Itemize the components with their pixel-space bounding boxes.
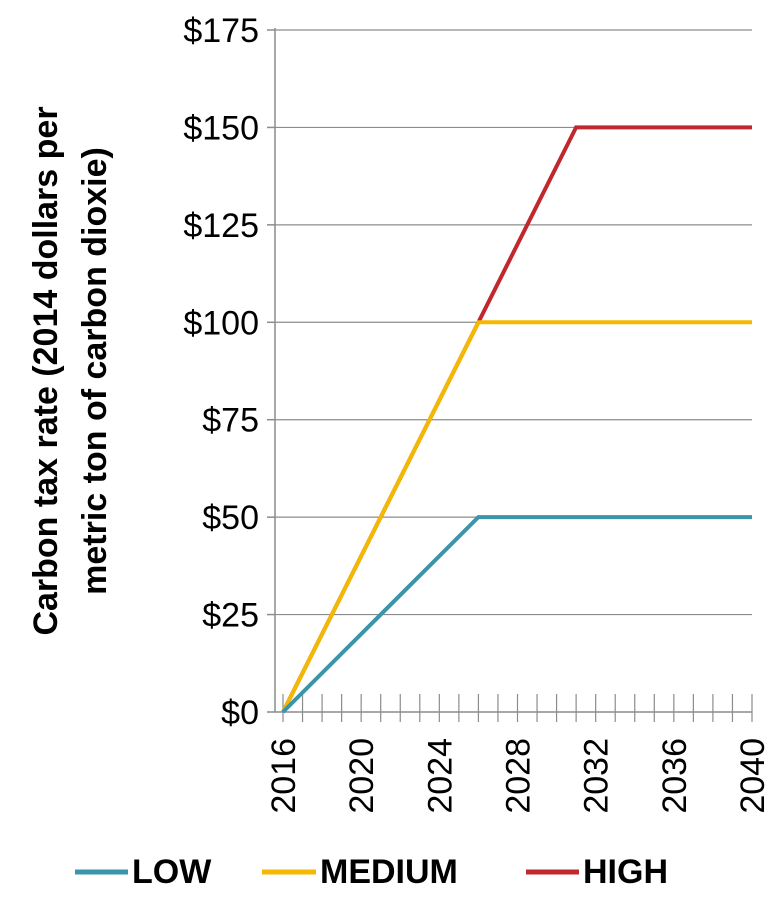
- legend-label-low: LOW: [132, 853, 212, 891]
- y-tick-labels: $0 $25 $50 $75 $100 $125 $150 $175: [183, 12, 259, 732]
- x-tick-label: 2016: [265, 738, 303, 814]
- gridlines: [275, 29, 752, 616]
- axes: [267, 28, 753, 722]
- y-tick-label: $0: [221, 694, 259, 732]
- x-tick-label: 2040: [734, 738, 772, 814]
- x-tick-label: 2036: [656, 738, 694, 814]
- legend-label-medium: MEDIUM: [320, 853, 458, 891]
- x-tick-label: 2020: [343, 738, 381, 814]
- y-axis-label-line: metric ton of carbon dioxie): [76, 147, 114, 595]
- y-tick-label: $150: [183, 109, 259, 147]
- y-tick-label: $125: [183, 207, 259, 245]
- x-tick-label: 2028: [500, 738, 538, 814]
- x-tick-label: 2024: [421, 738, 459, 814]
- series-line-low: [281, 515, 752, 714]
- series-line-medium: [281, 320, 752, 713]
- y-tick-label: $100: [183, 304, 259, 342]
- legend: LOW MEDIUM HIGH: [75, 853, 668, 891]
- y-tick-label: $25: [202, 597, 259, 635]
- x-tick-labels: 2016 2020 2024 2028 2032 2036 2040: [265, 738, 772, 814]
- y-tick-label: $75: [202, 402, 259, 440]
- y-tick-label: $50: [202, 499, 259, 537]
- series-lines: [281, 125, 752, 714]
- y-tick-label: $175: [183, 12, 259, 50]
- y-axis-label: Carbon tax rate (2014 dollars per metric …: [27, 106, 114, 635]
- x-tick-label: 2032: [578, 738, 616, 814]
- y-axis-label-line: Carbon tax rate (2014 dollars per: [27, 106, 65, 635]
- legend-label-high: HIGH: [583, 853, 668, 891]
